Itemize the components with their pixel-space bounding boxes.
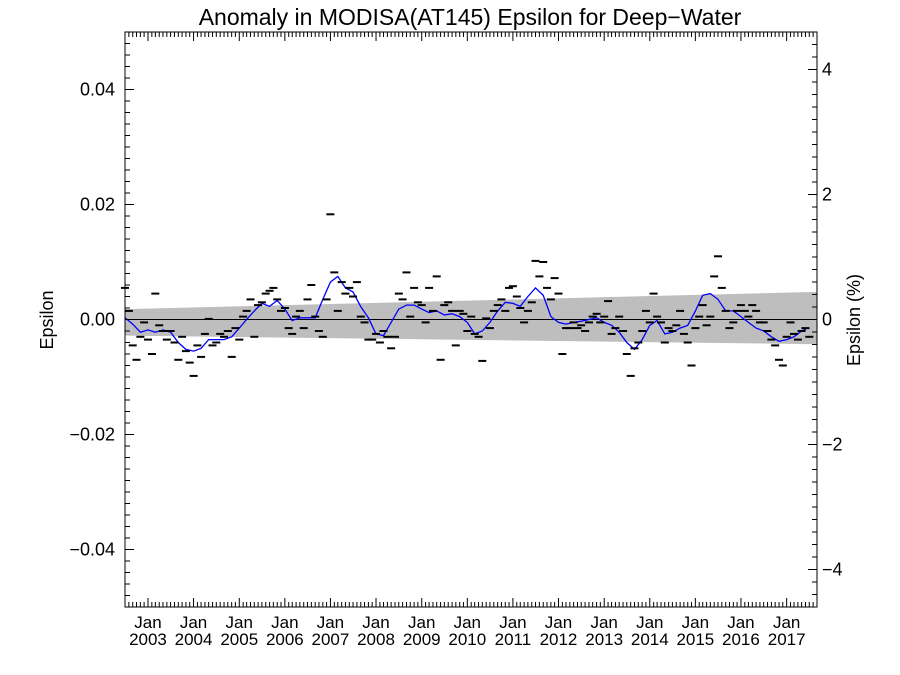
x-axis-ticks: Jan2003Jan2004Jan2005Jan2006Jan2007Jan20… — [124, 32, 818, 649]
x-tick-year-label: 2014 — [631, 630, 669, 649]
left-axis-ticks: −0.04 −0.02 0.00 0.02 0.04 — [69, 31, 134, 608]
y2-tick-label: 0 — [822, 310, 832, 330]
y2-tick-label: −4 — [822, 560, 843, 580]
x-tick-month-label: Jan — [682, 613, 709, 632]
x-tick-month-label: Jan — [636, 613, 663, 632]
y-axis-label: Epsilon — [37, 290, 57, 349]
y2-tick-label: 2 — [822, 185, 832, 205]
y-tick-label: 0.04 — [80, 80, 115, 100]
x-tick-year-label: 2007 — [312, 630, 350, 649]
x-tick-month-label: Jan — [408, 613, 435, 632]
y-tick-label: 0.00 — [80, 310, 115, 330]
x-tick-year-label: 2010 — [448, 630, 486, 649]
x-tick-year-label: 2005 — [220, 630, 258, 649]
x-tick-month-label: Jan — [545, 613, 572, 632]
right-axis-ticks: −4 −2 0 2 4 — [808, 31, 843, 608]
y2-tick-label: −2 — [822, 435, 843, 455]
y-tick-label: −0.04 — [69, 540, 115, 560]
y2-tick-label: 4 — [822, 60, 832, 80]
x-tick-month-label: Jan — [271, 613, 298, 632]
x-tick-year-label: 2015 — [676, 630, 714, 649]
y-tick-label: 0.02 — [80, 195, 115, 215]
x-tick-year-label: 2009 — [403, 630, 441, 649]
x-tick-month-label: Jan — [499, 613, 526, 632]
chart-title: Anomaly in MODISA(AT145) Epsilon for Dee… — [199, 4, 742, 30]
x-tick-month-label: Jan — [180, 613, 207, 632]
y-tick-label: −0.02 — [69, 425, 115, 445]
x-tick-month-label: Jan — [590, 613, 617, 632]
x-tick-month-label: Jan — [226, 613, 253, 632]
x-tick-year-label: 2016 — [722, 630, 760, 649]
x-tick-year-label: 2011 — [495, 630, 532, 649]
x-tick-month-label: Jan — [134, 613, 161, 632]
confidence-band-layer — [125, 291, 817, 345]
x-tick-year-label: 2008 — [357, 630, 395, 649]
y2-axis-label: Epsilon (%) — [844, 274, 864, 366]
x-tick-year-label: 2012 — [540, 630, 578, 649]
x-tick-year-label: 2006 — [266, 630, 304, 649]
x-tick-month-label: Jan — [727, 613, 754, 632]
confidence-band — [125, 291, 817, 345]
x-tick-month-label: Jan — [454, 613, 481, 632]
x-tick-month-label: Jan — [773, 613, 800, 632]
x-tick-year-label: 2013 — [585, 630, 623, 649]
x-tick-year-label: 2003 — [129, 630, 167, 649]
x-tick-month-label: Jan — [317, 613, 344, 632]
x-tick-month-label: Jan — [362, 613, 389, 632]
monthly-points-layer — [121, 213, 814, 377]
x-tick-year-label: 2004 — [175, 630, 213, 649]
x-tick-year-label: 2017 — [768, 630, 806, 649]
